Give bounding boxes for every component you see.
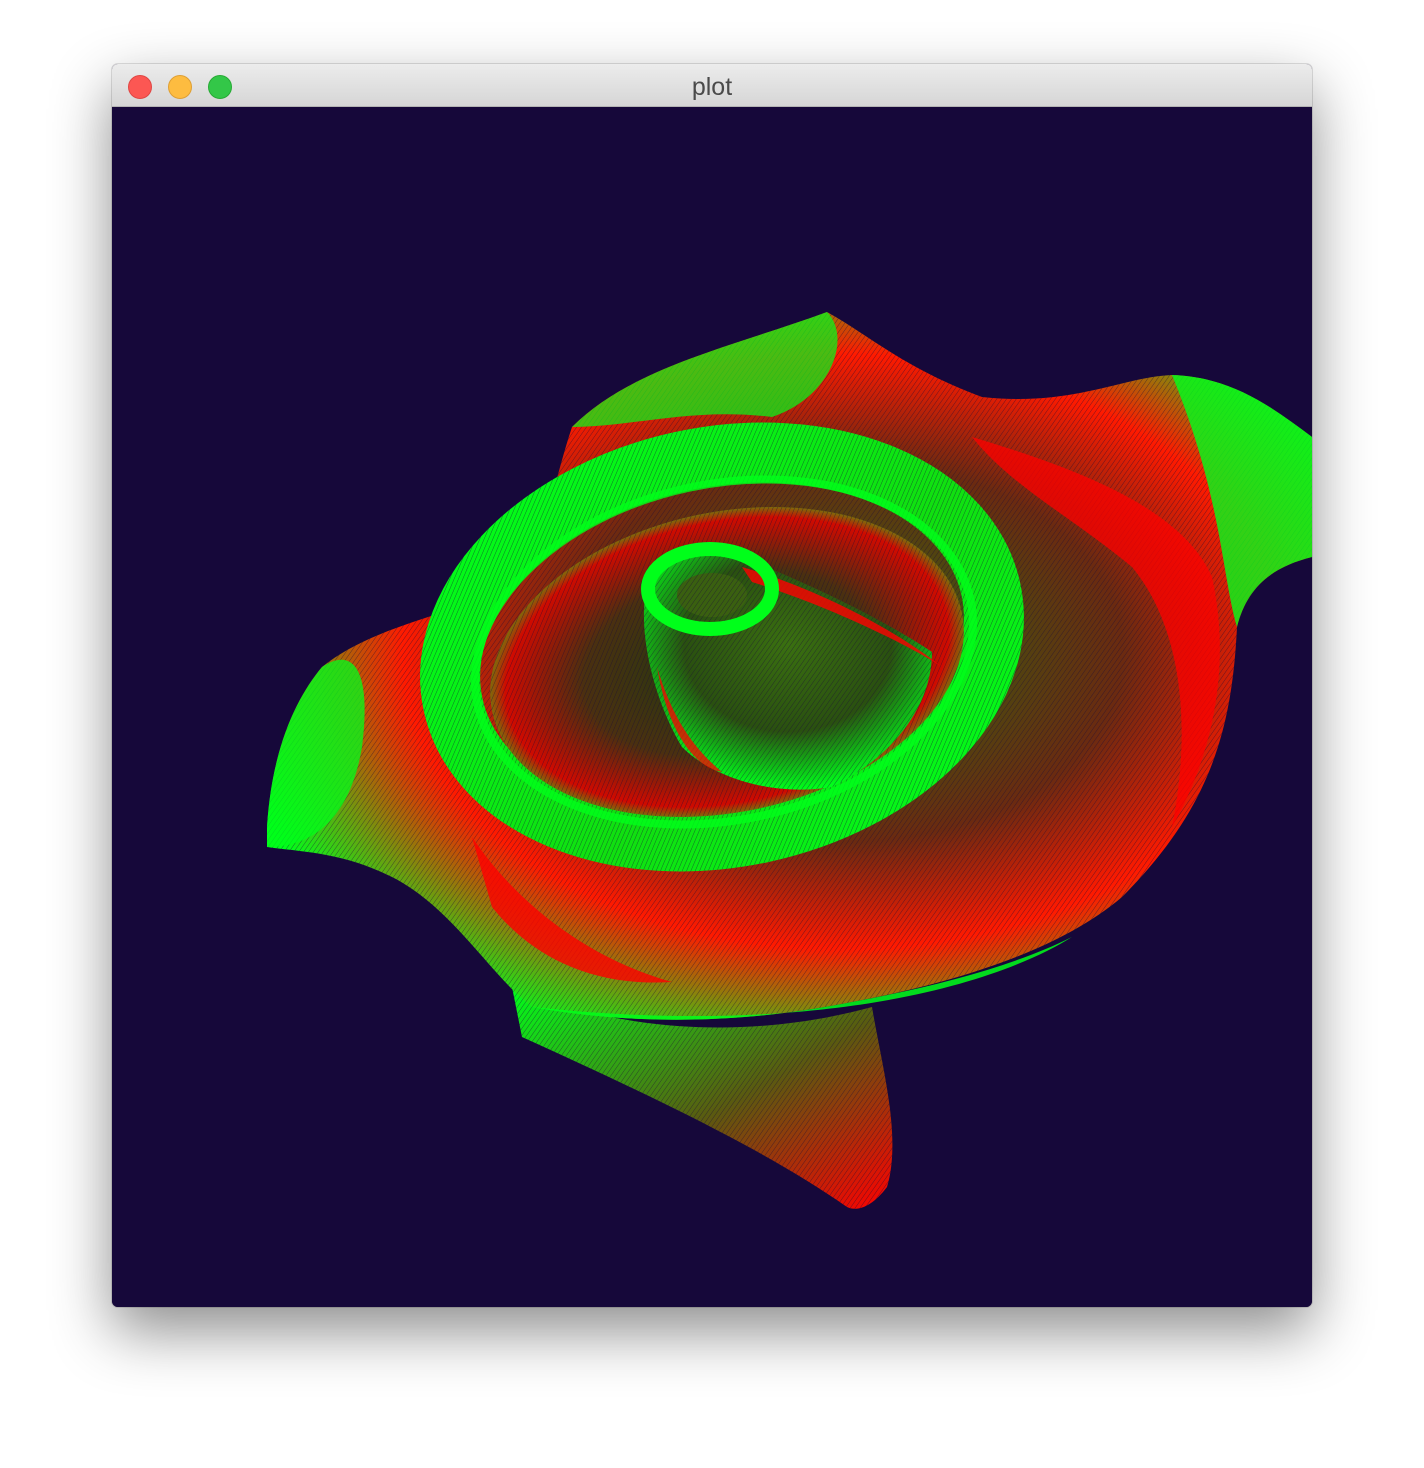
- zoom-button[interactable]: [208, 75, 232, 99]
- minimize-button[interactable]: [168, 75, 192, 99]
- window-title: plot: [691, 73, 733, 101]
- plot-window: plot: [112, 64, 1312, 1307]
- surface-plot: [267, 312, 1312, 1209]
- title-bar[interactable]: plot: [112, 64, 1312, 107]
- plot-canvas[interactable]: [112, 107, 1312, 1307]
- close-button[interactable]: [128, 75, 152, 99]
